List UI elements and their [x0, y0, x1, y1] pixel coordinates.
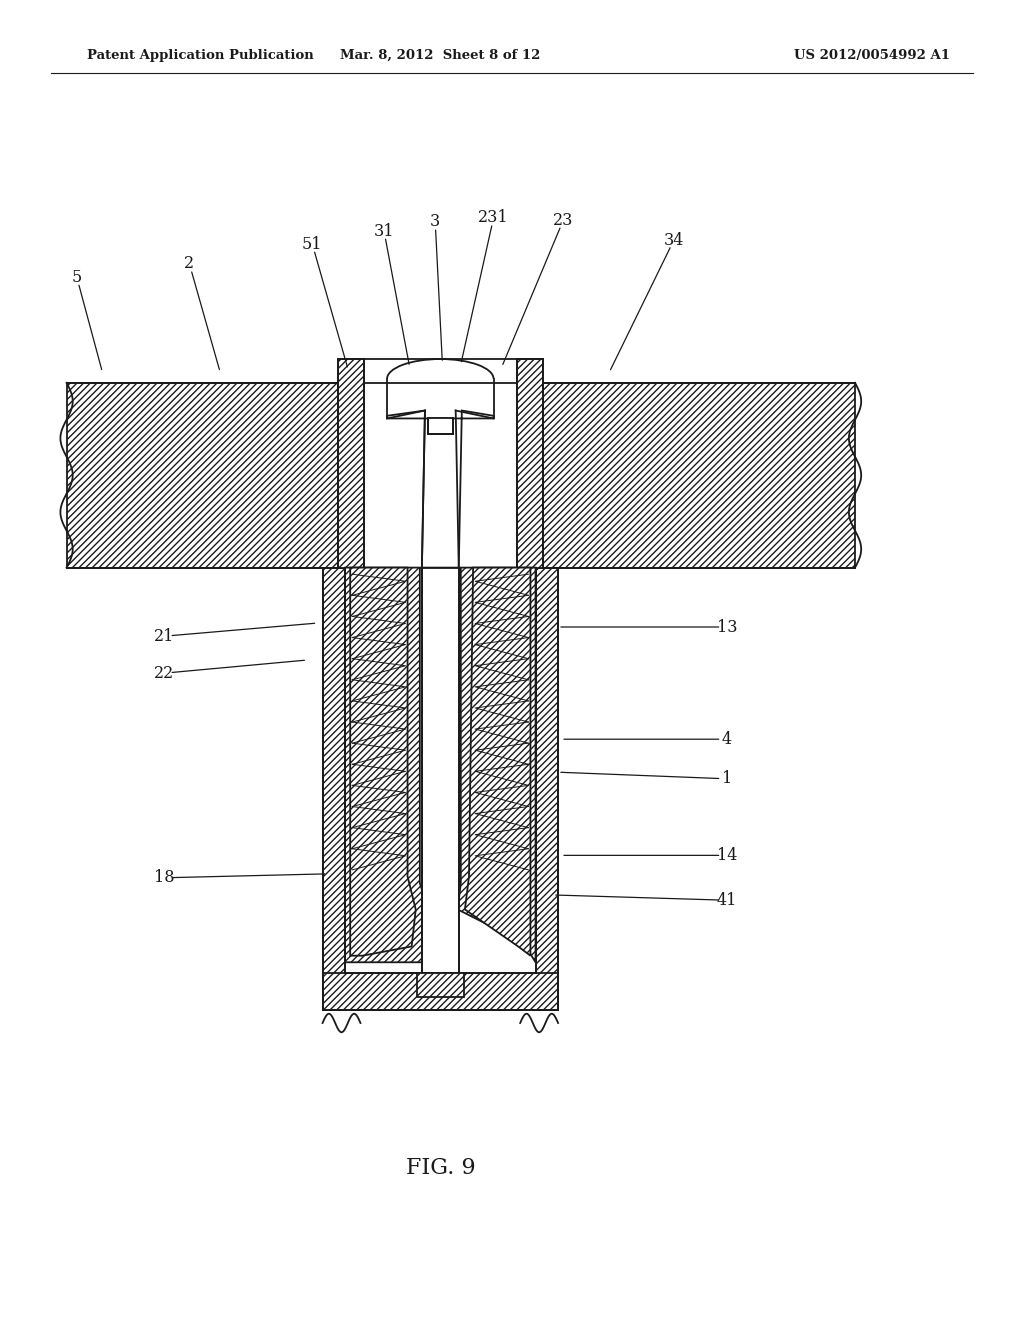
Text: 14: 14: [717, 847, 737, 863]
Text: Patent Application Publication: Patent Application Publication: [87, 49, 313, 62]
Text: 1: 1: [722, 771, 732, 787]
Text: 23: 23: [553, 213, 573, 228]
Text: 31: 31: [374, 223, 394, 239]
Text: FIG. 9: FIG. 9: [406, 1158, 475, 1179]
Polygon shape: [350, 568, 416, 956]
Polygon shape: [323, 568, 345, 1010]
Text: 51: 51: [302, 236, 323, 252]
Polygon shape: [517, 359, 543, 568]
Bar: [422, 568, 459, 973]
Polygon shape: [387, 411, 494, 568]
Text: 3: 3: [430, 214, 440, 230]
Polygon shape: [338, 359, 364, 568]
Polygon shape: [465, 568, 530, 956]
Polygon shape: [323, 973, 558, 1010]
Text: US 2012/0054992 A1: US 2012/0054992 A1: [794, 49, 949, 62]
Text: 34: 34: [664, 232, 684, 248]
Text: 2: 2: [184, 256, 195, 272]
Bar: [428, 418, 453, 434]
Text: 41: 41: [717, 892, 737, 908]
Text: 22: 22: [154, 665, 174, 681]
Polygon shape: [458, 568, 536, 962]
Text: 5: 5: [72, 269, 82, 285]
Text: 13: 13: [717, 619, 737, 635]
Text: 18: 18: [154, 870, 174, 886]
Text: Mar. 8, 2012  Sheet 8 of 12: Mar. 8, 2012 Sheet 8 of 12: [340, 49, 541, 62]
Text: 4: 4: [722, 731, 732, 747]
Text: 231: 231: [478, 210, 509, 226]
Polygon shape: [67, 383, 338, 568]
Polygon shape: [345, 568, 428, 962]
Polygon shape: [543, 383, 855, 568]
Polygon shape: [536, 568, 558, 1010]
Text: 21: 21: [154, 628, 174, 644]
Bar: [417, 973, 464, 997]
